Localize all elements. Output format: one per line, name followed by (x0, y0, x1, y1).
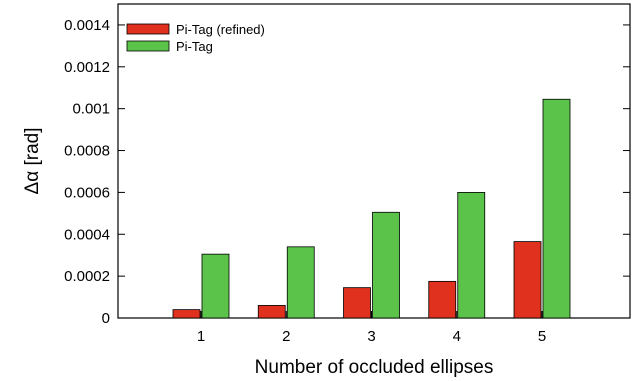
bar-pitag-5 (542, 98, 571, 319)
y-tick-label: 0.001 (72, 101, 110, 118)
legend: Pi-Tag (refined) Pi-Tag (126, 22, 265, 54)
bars-group (172, 98, 571, 319)
y-tick-label: 0.0004 (64, 226, 110, 243)
bar-pitag-4 (457, 191, 486, 319)
bar-refined-3 (343, 287, 371, 319)
x-tick-label: 1 (197, 328, 205, 345)
bar-refined-4 (428, 280, 457, 319)
x-axis: 1 2 3 4 5 (197, 311, 546, 345)
bar-refined-1 (172, 309, 201, 319)
y-axis: 0 0.0002 0.0004 0.0006 0.0008 0.001 0.0012 0.00… (64, 17, 630, 327)
bar-pitag-1 (201, 253, 230, 319)
legend-label-pitag: Pi-Tag (176, 39, 213, 54)
x-tick-label: 2 (282, 328, 290, 345)
legend-label-refined: Pi-Tag (refined) (176, 22, 265, 37)
y-tick-label: 0.0012 (64, 59, 110, 76)
bar-pitag-3 (372, 211, 400, 319)
y-tick-label: 0.0008 (64, 143, 110, 160)
x-tick-label: 5 (538, 328, 546, 345)
bar-refined-2 (257, 305, 286, 319)
x-tick-label: 3 (367, 328, 375, 345)
y-tick-label: 0.0002 (64, 268, 110, 285)
x-axis-title: Number of occluded ellipses (255, 357, 494, 378)
bar-refined-5 (513, 241, 542, 319)
y-axis-title: Δα [rad] (22, 128, 43, 195)
y-tick-label: 0.0006 (64, 184, 110, 201)
bar-pitag-2 (286, 246, 315, 319)
y-tick-label: 0 (102, 310, 110, 327)
legend-swatch-pitag (126, 40, 170, 52)
legend-swatch-refined (126, 23, 170, 35)
x-tick-label: 4 (453, 328, 461, 345)
y-tick-label: 0.0014 (64, 17, 110, 34)
